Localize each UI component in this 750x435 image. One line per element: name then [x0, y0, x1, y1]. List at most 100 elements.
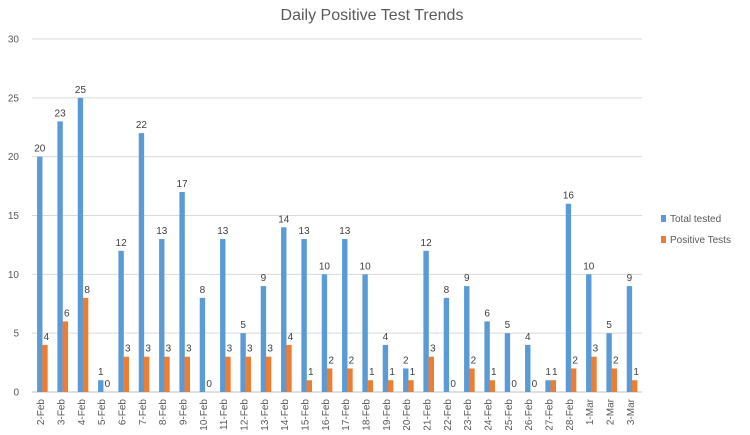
bar-total — [179, 191, 185, 392]
x-tick-label: 25-Feb — [504, 399, 515, 430]
data-label: 0 — [511, 379, 517, 390]
bar-total — [37, 156, 43, 392]
data-label: 20 — [34, 144, 46, 155]
bar-total — [240, 333, 246, 392]
x-tick-labels: 2-Feb 3-Feb 4-Feb 5-Feb 6-Feb 7-Feb 8-Feb 9-Feb… — [36, 398, 637, 430]
data-label: 3 — [430, 344, 436, 355]
data-label: 14 — [278, 214, 290, 225]
bar-total — [504, 333, 511, 392]
bar-total — [138, 133, 145, 392]
data-label: 2 — [572, 355, 578, 366]
x-tick-label: 28-Feb — [565, 399, 576, 430]
bar-positive — [469, 368, 475, 392]
bar-total — [220, 239, 226, 392]
data-label: 2 — [471, 355, 477, 366]
bar-positive — [570, 368, 577, 392]
data-label: 4 — [525, 332, 531, 343]
data-label: 3 — [145, 344, 151, 355]
x-tick-label: 11-Feb — [219, 399, 230, 430]
data-label: 10 — [319, 261, 331, 272]
data-label: 1 — [552, 367, 558, 378]
data-label: 3 — [186, 344, 192, 355]
bars — [37, 97, 638, 392]
data-label: 1 — [389, 367, 395, 378]
data-label: 23 — [55, 108, 67, 119]
data-label: 5 — [240, 320, 246, 331]
x-tick-label: 1-Mar — [585, 398, 596, 425]
bar-total — [98, 380, 104, 392]
bar-total — [362, 274, 368, 392]
x-tick-label: 24-Feb — [484, 399, 495, 430]
bar-positive — [408, 380, 414, 392]
data-label: 9 — [261, 273, 267, 284]
y-tick-label: 5 — [13, 329, 19, 340]
bar-positive — [347, 368, 353, 392]
bar-total — [281, 227, 287, 392]
bar-total — [464, 286, 470, 392]
bar-total — [626, 286, 633, 392]
data-label: 1 — [545, 367, 551, 378]
bar-total — [586, 274, 592, 392]
data-label: 3 — [247, 344, 253, 355]
data-label: 2 — [349, 355, 355, 366]
x-tick-label: 16-Feb — [321, 399, 332, 430]
bar-positive — [367, 380, 373, 392]
x-tick-label: 9-Feb — [179, 399, 190, 426]
bar-positive — [550, 380, 556, 392]
data-label: 4 — [44, 332, 50, 343]
grid-layer — [32, 38, 642, 393]
bar-positive — [265, 356, 272, 392]
data-label: 0 — [532, 379, 538, 390]
data-label: 13 — [217, 226, 229, 237]
bar-positive — [245, 356, 251, 392]
bar-total — [382, 344, 389, 392]
y-tick-labels: 0 5 10 15 20 25 30 — [8, 35, 20, 399]
data-label: 22 — [136, 120, 148, 131]
bar-positive — [62, 321, 68, 392]
x-tick-label: 20-Feb — [402, 399, 413, 430]
data-label: 4 — [288, 332, 294, 343]
bar-total — [321, 274, 328, 392]
data-label: 1 — [308, 367, 314, 378]
data-label: 13 — [299, 226, 311, 237]
data-label: 1 — [633, 367, 639, 378]
x-tick-label: 13-Feb — [260, 399, 271, 430]
y-tick-label: 0 — [13, 388, 19, 399]
x-tick-label: 26-Feb — [524, 399, 535, 430]
bar-total — [606, 333, 612, 392]
data-label: 10 — [583, 261, 595, 272]
legend-label: Positive Tests — [670, 235, 731, 246]
data-label: 2 — [328, 355, 334, 366]
x-tick-label: 14-Feb — [280, 399, 291, 430]
data-label: 8 — [84, 285, 90, 296]
bar-total — [260, 286, 267, 392]
bar-total — [423, 250, 429, 392]
x-tick-label: 17-Feb — [341, 399, 352, 430]
chart-title: Daily Positive Test Trends — [281, 7, 464, 24]
legend-swatch — [661, 236, 666, 243]
bar-total — [565, 203, 572, 392]
bar-positive — [286, 344, 292, 392]
x-tick-label: 6-Feb — [118, 399, 129, 426]
data-label: 5 — [606, 320, 612, 331]
bar-positive — [489, 380, 495, 392]
data-label: 3 — [166, 344, 172, 355]
data-label: 8 — [444, 285, 450, 296]
x-tick-label: 5-Feb — [97, 399, 108, 426]
bar-positive — [611, 368, 617, 392]
bar-positive — [225, 356, 231, 392]
bar-total — [301, 239, 307, 392]
data-label: 17 — [177, 179, 189, 190]
data-label: 1 — [491, 367, 497, 378]
bar-positive — [631, 380, 638, 392]
data-label: 6 — [64, 308, 70, 319]
data-label: 25 — [75, 85, 87, 96]
data-label: 2 — [613, 355, 619, 366]
bar-positive — [143, 356, 150, 392]
data-label: 9 — [627, 273, 633, 284]
data-label: 1 — [98, 367, 104, 378]
data-label: 3 — [593, 344, 599, 355]
y-tick-label: 20 — [8, 152, 20, 163]
y-tick-label: 15 — [8, 211, 20, 222]
